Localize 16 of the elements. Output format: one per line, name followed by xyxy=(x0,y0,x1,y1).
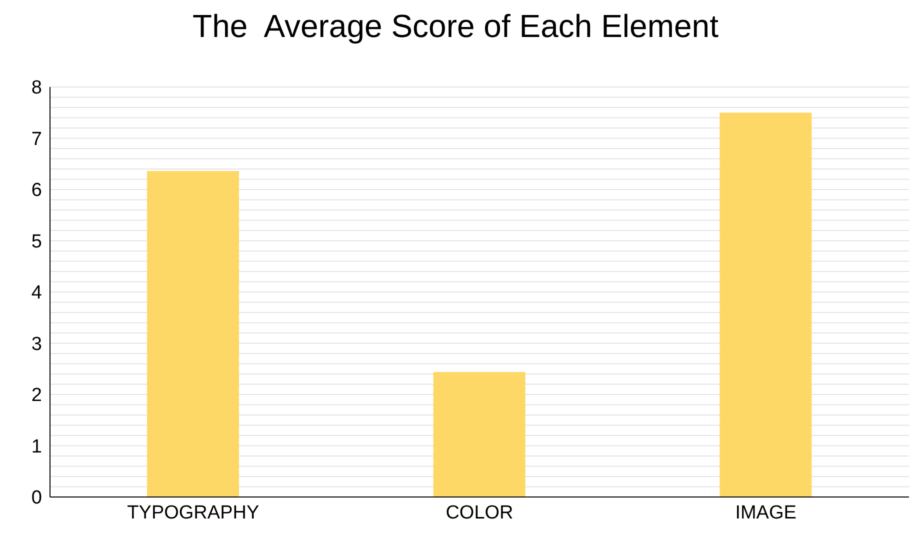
bar xyxy=(433,372,526,497)
y-tick-label: 6 xyxy=(31,180,42,202)
y-tick-label: 7 xyxy=(31,128,42,150)
x-tick-label: COLOR xyxy=(446,502,514,524)
bar xyxy=(147,171,239,497)
y-tick-label: 4 xyxy=(31,282,42,304)
y-tick-label: 0 xyxy=(31,488,42,509)
x-tick-label: IMAGE xyxy=(735,502,796,524)
chart-title: The Average Score of Each Element xyxy=(192,8,720,45)
y-tick-label: 3 xyxy=(31,334,42,355)
x-tick-label: TYPOGRAPHY xyxy=(127,502,260,524)
y-tick-label: 8 xyxy=(31,78,42,99)
y-tick-label: 1 xyxy=(31,436,42,458)
y-tick-label: 2 xyxy=(31,385,42,406)
y-tick-label: 5 xyxy=(31,231,42,252)
bar xyxy=(720,112,812,497)
